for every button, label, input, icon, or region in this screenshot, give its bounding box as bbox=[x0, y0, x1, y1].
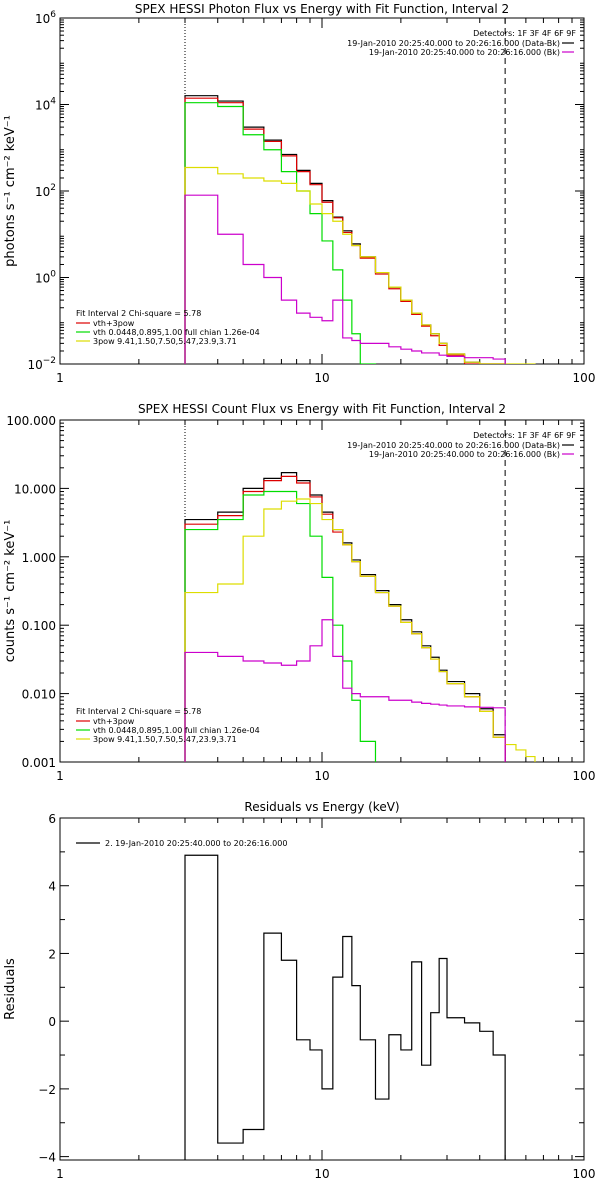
legend-right-entry: 19-Jan-2010 20:25:40.000 to 20:26:16.000… bbox=[347, 441, 560, 450]
x-tick-label: 100 bbox=[573, 1167, 596, 1181]
x-tick-label: 10 bbox=[314, 769, 329, 783]
chart-panel-1: SPEX HESSI Photon Flux vs Energy with Fi… bbox=[3, 2, 595, 385]
series-1-step-line bbox=[184, 472, 506, 762]
y-tick-label: 0.100 bbox=[22, 619, 56, 633]
x-tick-label: 1 bbox=[56, 371, 64, 385]
detectors-label: Detectors: 1F 3F 4F 6F 9F bbox=[473, 431, 576, 440]
y-tick-label: 2 bbox=[48, 947, 56, 961]
y-tick-label: 10.000 bbox=[14, 482, 56, 496]
series-group bbox=[184, 854, 506, 1160]
x-tick-label: 10 bbox=[314, 371, 329, 385]
series-3-step-line bbox=[184, 490, 377, 762]
y-axis-label: photons s⁻¹ cm⁻² keV⁻¹ bbox=[3, 115, 18, 267]
legend-right-entry: 19-Jan-2010 20:25:40.000 to 20:26:16.000… bbox=[347, 39, 560, 48]
y-tick-label: 104 bbox=[35, 97, 56, 113]
series-5-step-line bbox=[184, 619, 506, 762]
legend-left-entry: vth 0.0448,0.895,1.00 full chian 1.26e-0… bbox=[93, 726, 260, 735]
legend-left-entry: vth+3pow bbox=[93, 319, 135, 328]
fit-header-label: Fit Interval 2 Chi-square = 5.78 bbox=[76, 309, 201, 318]
x-tick-label: 1 bbox=[56, 1167, 64, 1181]
legend-left-entry: 3pow 9.41,1.50,7.50,5.47,23.9,3.71 bbox=[93, 735, 237, 744]
chart-panel-3: Residuals vs Energy (keV) 1 10 100 −4 −2 0 2 4 6 R… bbox=[3, 800, 595, 1181]
y-axis-label: counts s⁻¹ cm⁻² keV⁻¹ bbox=[3, 520, 18, 663]
y-tick-label: 100 bbox=[35, 270, 56, 286]
series-5-step-line bbox=[184, 194, 506, 364]
series-1-step-line bbox=[184, 95, 506, 364]
series-2-step-line bbox=[184, 97, 506, 364]
x-tick-label: 1 bbox=[56, 769, 64, 783]
y-tick-label: 100.000 bbox=[6, 414, 56, 428]
chart-title: SPEX HESSI Count Flux vs Energy with Fit… bbox=[138, 402, 506, 416]
legend-left-entry: vth 0.0448,0.895,1.00 full chian 1.26e-0… bbox=[93, 328, 260, 337]
chart-panel-2: SPEX HESSI Count Flux vs Energy with Fit… bbox=[3, 402, 595, 783]
series-1-step-line bbox=[184, 854, 506, 1160]
series-4-step-line bbox=[184, 166, 536, 364]
x-tick-label: 100 bbox=[573, 769, 596, 783]
series-group bbox=[184, 472, 536, 762]
detectors-label: Detectors: 1F 3F 4F 6F 9F bbox=[473, 29, 576, 38]
legend-left-entry: 2. 19-Jan-2010 20:25:40.000 to 20:26:16.… bbox=[105, 839, 287, 848]
series-group bbox=[184, 95, 536, 364]
legend-right-entry: 19-Jan-2010 20:25:40.000 to 20:26:16.000… bbox=[369, 48, 560, 57]
legend-left-entry: vth+3pow bbox=[93, 717, 135, 726]
y-tick-label: −2 bbox=[38, 1083, 56, 1097]
x-tick-label: 100 bbox=[573, 371, 596, 385]
y-tick-label: 0.010 bbox=[22, 688, 56, 702]
y-tick-label: 102 bbox=[35, 183, 56, 199]
y-axis-label: Residuals bbox=[3, 958, 18, 1020]
legend-left-entry: 3pow 9.41,1.50,7.50,5.47,23.9,3.71 bbox=[93, 337, 237, 346]
fit-header-label: Fit Interval 2 Chi-square = 5.78 bbox=[76, 707, 201, 716]
y-tick-label: 0 bbox=[48, 1015, 56, 1029]
y-tick-label: 106 bbox=[35, 10, 56, 26]
y-tick-label: 4 bbox=[48, 880, 56, 894]
x-tick-label: 10 bbox=[314, 1167, 329, 1181]
y-tick-label: 6 bbox=[48, 812, 56, 826]
chart-title: SPEX HESSI Photon Flux vs Energy with Fi… bbox=[135, 2, 509, 16]
y-tick-label: −4 bbox=[38, 1151, 56, 1165]
y-tick-label: 0.001 bbox=[22, 756, 56, 770]
series-4-step-line bbox=[184, 498, 536, 762]
y-tick-label: 10−2 bbox=[27, 356, 56, 372]
y-tick-label: 1.000 bbox=[22, 551, 56, 565]
legend-right-entry: 19-Jan-2010 20:25:40.000 to 20:26:16.000… bbox=[369, 450, 560, 459]
chart-title: Residuals vs Energy (keV) bbox=[244, 800, 399, 814]
